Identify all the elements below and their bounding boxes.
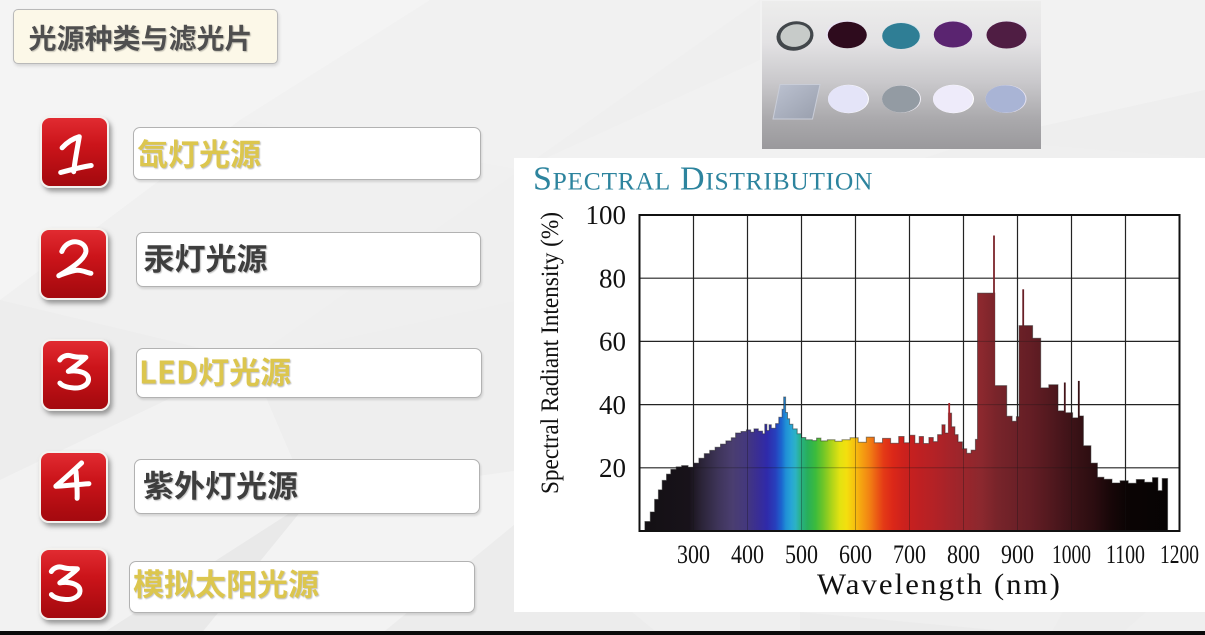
svg-text:20: 20	[599, 453, 626, 483]
svg-text:Spectral Radiant Intensity (%): Spectral Radiant Intensity (%)	[537, 212, 564, 494]
svg-text:900: 900	[1001, 540, 1034, 569]
svg-text:Wavelength (nm): Wavelength (nm)	[817, 568, 1062, 601]
svg-text:1200: 1200	[1160, 540, 1199, 569]
svg-text:300: 300	[677, 540, 710, 569]
svg-text:SPECTRAL DISTRIBUTION: SPECTRAL DISTRIBUTION	[533, 161, 873, 198]
svg-text:80: 80	[599, 263, 626, 293]
svg-text:700: 700	[893, 540, 926, 569]
svg-text:600: 600	[839, 540, 872, 569]
svg-text:400: 400	[731, 540, 764, 569]
svg-text:60: 60	[599, 327, 626, 357]
svg-text:1000: 1000	[1052, 540, 1091, 569]
svg-text:100: 100	[585, 200, 626, 230]
svg-text:1100: 1100	[1106, 540, 1145, 569]
svg-text:800: 800	[947, 540, 980, 569]
svg-text:40: 40	[599, 390, 626, 420]
svg-text:500: 500	[785, 540, 818, 569]
